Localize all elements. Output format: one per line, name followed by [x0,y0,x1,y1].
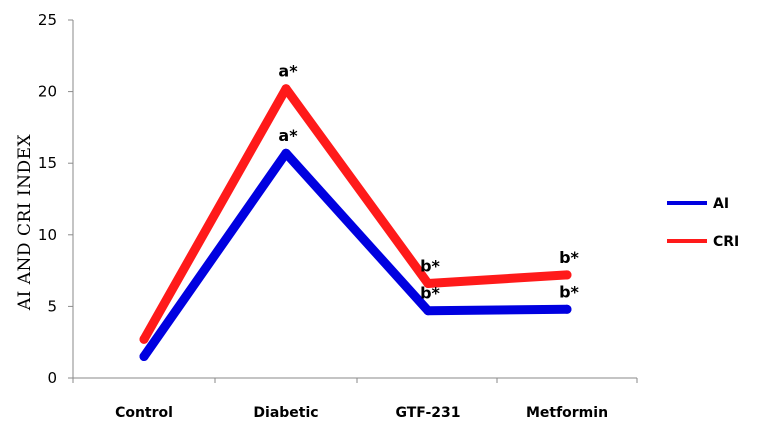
data-label: b* [420,284,440,303]
series-line-cri [139,84,572,344]
y-tick-label: 25 [38,11,57,29]
data-point-cri [281,84,291,94]
x-tick-label: GTF-231 [396,405,461,421]
data-point-ai [423,306,433,316]
series-layer [139,84,572,361]
x-tick-label: Metformin [526,405,608,421]
annotation-layer: a* b* b* a* b* b* [278,62,579,303]
y-tick-label: 10 [38,226,57,244]
data-label: a* [278,126,298,145]
x-tick-label: Diabetic [253,405,318,421]
data-point-ai [139,352,149,361]
y-axis-label: AI AND CRI INDEX [15,133,35,311]
data-label: b* [559,282,579,301]
data-label: b* [420,257,440,276]
axes: 0 5 10 15 20 25 Control Diabetic GTF-231 Metformi… [38,11,638,421]
data-point-cri [423,279,433,288]
data-point-ai [562,304,572,314]
data-point-ai [281,148,291,158]
legend-label-cri: CRI [713,234,739,250]
data-label: a* [278,62,298,81]
y-tick-label: 15 [38,154,57,172]
data-point-cri [562,270,572,280]
x-tick-label: Control [115,405,173,421]
legend: AI CRI [667,196,739,250]
y-tick-label: 5 [47,297,57,315]
data-point-cri [139,334,149,344]
y-tick-label: 0 [47,369,57,387]
series-line-ai [139,148,572,361]
y-tick-label: 20 [38,83,57,101]
data-label: b* [559,248,579,267]
legend-label-ai: AI [713,196,729,212]
